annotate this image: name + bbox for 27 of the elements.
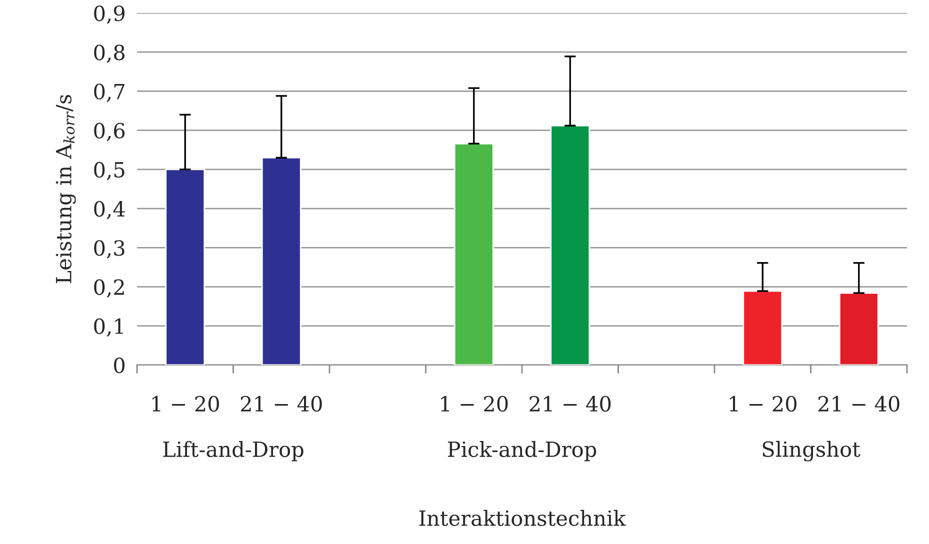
text: Slingshot [762,440,860,462]
y-tick-label: 0,6 [94,122,125,142]
y-tick-label: 0,9 [94,5,124,24]
x-tick-label: 1 − 20 [152,396,219,412]
y-tick-label: 0,4 [94,201,125,220]
text: Lift-and-Drop [163,441,304,462]
y-tick-label: 0,5 [94,162,124,180]
bar [454,142,494,365]
bar [261,157,302,365]
y-tick-label: 0,1 [94,318,123,337]
bar [838,292,879,365]
x-tick-label: 1 − 20 [441,396,508,412]
bar [550,124,590,365]
text: Pick-and-Drop [448,441,596,462]
bar [165,168,206,365]
y-axis-title: Leistung in A$_{korr}$/s [56,94,76,284]
x-tick-label: 21 − 40 [818,396,900,412]
x-axis-title: Interaktionstechnik [419,510,626,526]
y-tick-label: 0,7 [94,84,124,102]
y-tick-label: 0,2 [94,279,124,298]
y-tick-label: 0 [114,357,125,374]
y-tick-label: 0,3 [94,240,124,258]
y-tick-label: 0,8 [94,44,124,63]
bar [742,290,783,365]
x-tick-label: 21 − 40 [240,396,322,412]
x-tick-label: 21 − 40 [530,396,611,412]
x-tick-label: 1 − 20 [730,396,796,412]
